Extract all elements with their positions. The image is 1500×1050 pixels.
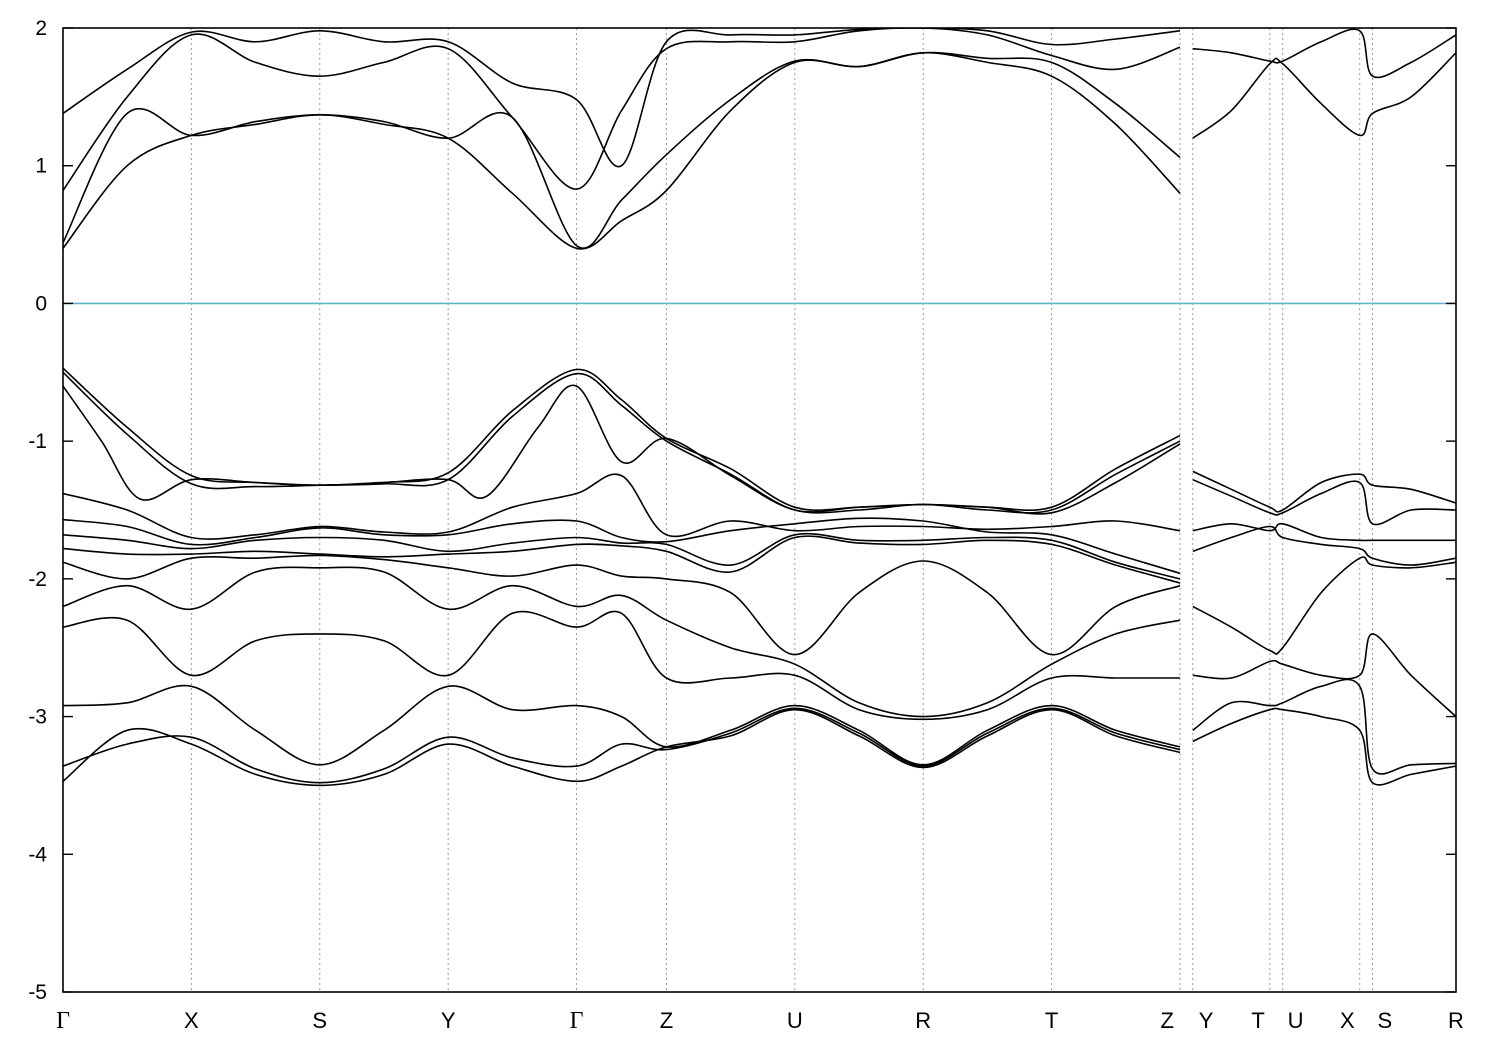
band-line-0 (63, 51, 1181, 250)
y-tick-label-1: 1 (35, 155, 47, 178)
x-tick-label-12: U (1288, 1008, 1304, 1033)
y-tick-label-3: -1 (28, 430, 47, 453)
y-tick-label-7: -5 (28, 981, 47, 1004)
band-line-1 (63, 51, 1181, 249)
band-line-15 (63, 610, 1180, 721)
band-line-11 (63, 532, 1181, 580)
band-line-9 (63, 473, 1181, 540)
y-tick-label-2: 0 (35, 292, 47, 315)
x-tick-label-0: Γ (56, 1008, 70, 1034)
x-tick-label-6: U (787, 1008, 803, 1033)
band-line-22 (1192, 525, 1456, 566)
band-line-23 (1192, 556, 1456, 655)
band-line-14 (63, 566, 1181, 718)
band-line-2 (63, 28, 1181, 191)
x-tick-label-5: Z (660, 1008, 673, 1033)
x-tick-label-11: T (1251, 1008, 1264, 1033)
x-tick-label-4: Γ (570, 1008, 584, 1034)
x-tick-label-15: R (1448, 1008, 1464, 1033)
y-tick-label-6: -4 (28, 843, 47, 866)
band-line-5 (1192, 28, 1456, 79)
x-tick-label-1: X (184, 1008, 199, 1033)
y-tick-label-0: 2 (35, 17, 47, 40)
x-tick-label-2: S (312, 1008, 327, 1033)
plot-frame (62, 27, 1457, 993)
band-line-19 (1192, 470, 1456, 513)
band-line-26 (1192, 707, 1456, 786)
x-tick-label-8: T (1045, 1008, 1058, 1033)
band-line-18 (63, 708, 1181, 787)
band-line-17 (63, 707, 1181, 784)
grid-lines (190, 28, 1374, 992)
band-line-8 (63, 384, 1181, 515)
band-line-21 (1192, 522, 1456, 542)
band-line-6 (63, 367, 1181, 511)
x-tick-label-10: Y (1199, 1008, 1214, 1033)
band-line-12 (63, 535, 1181, 584)
band-line-10 (63, 517, 1181, 575)
band-line-7 (63, 371, 1181, 514)
y-tick-label-4: -2 (28, 568, 47, 591)
band-line-20 (1192, 478, 1456, 526)
band-line-4 (1192, 52, 1456, 139)
y-axis: 2 1 0 -1 -2 -3 -4 -5 (28, 17, 1456, 1004)
x-tick-label-9: Z (1161, 1008, 1174, 1033)
band-line-13 (63, 554, 1181, 656)
x-tick-label-14: S (1378, 1008, 1393, 1033)
x-tick-label-7: R (915, 1008, 931, 1033)
y-tick-label-5: -3 (28, 706, 47, 729)
band-line-25 (1192, 678, 1456, 775)
band-line-3 (63, 28, 1181, 168)
band-line-24 (1192, 633, 1456, 718)
band-line-16 (63, 684, 1181, 766)
x-tick-label-13: X (1340, 1008, 1355, 1033)
x-tick-label-3: Y (441, 1008, 456, 1033)
bands (63, 28, 1456, 787)
